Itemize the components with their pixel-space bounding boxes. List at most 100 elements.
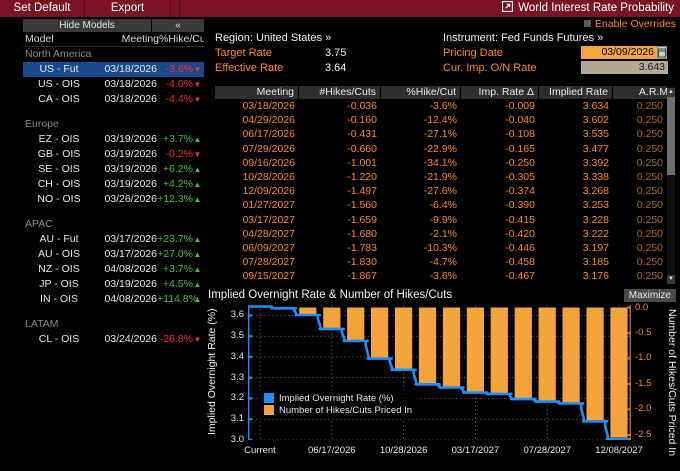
cell-arm: 0.250 — [636, 256, 663, 269]
instrument-selector[interactable]: Instrument: Fed Funds Futures » — [443, 32, 604, 44]
sidebar-item-gb-ois[interactable]: GB - OIS 03/19/2026 -0.2% ▼ — [23, 147, 204, 162]
sidebar-group-apac: APAC — [25, 218, 53, 230]
collapse-sidebar-button[interactable]: « — [152, 19, 204, 32]
col-header-pct[interactable]: %Hike/Cut — [159, 33, 209, 45]
cell-pct: -21.9% — [423, 170, 457, 183]
table-row[interactable]: 03/17/2027 -1.659 -9.9% -0.415 3.228 0.250 — [215, 213, 667, 227]
sidebar-item-se-ois[interactable]: SE - OIS 03/19/2026 +6.2% ▲ — [23, 162, 204, 177]
cell-arm: 0.250 — [636, 185, 663, 198]
cell-hikes-cuts: -1.867 — [347, 270, 377, 283]
sidebar-item-au-fut[interactable]: AU - Fut 03/17/2026 +23.7% ▲ — [23, 232, 204, 247]
th-pct-hike-cut[interactable]: %Hike/Cut — [381, 86, 461, 99]
th-arm[interactable]: A.R.M. — [638, 86, 671, 98]
chart-bar — [347, 307, 365, 342]
hide-models-button[interactable]: Hide Models — [23, 19, 152, 32]
target-rate-label: Target Rate — [215, 47, 272, 59]
export-button[interactable]: Export — [85, 0, 171, 17]
sidebar-item-jp-ois[interactable]: JP - OIS 03/19/2026 +4.5% ▲ — [23, 277, 204, 292]
sidebar-item-au-ois[interactable]: AU - OIS 03/17/2026 +27.0% ▲ — [23, 247, 204, 262]
cell-rate-delta: -0.108 — [505, 128, 535, 141]
table-row[interactable]: 12/09/2026 -1.497 -27.6% -0.374 3.268 0.250 — [215, 184, 667, 198]
table-row[interactable]: 06/17/2026 -0.431 -27.1% -0.108 3.535 0.250 — [215, 127, 667, 141]
sidebar-item-no-ois[interactable]: NO - OIS 03/26/2026 +12.3% ▲ — [23, 192, 204, 207]
cur-imp-on-rate-input[interactable]: 3.643 — [581, 61, 668, 74]
chart-bar — [610, 307, 628, 438]
sidebar-model-name: IN - OIS — [40, 293, 78, 305]
chart-bar — [466, 307, 484, 392]
sidebar-item-ez-ois[interactable]: EZ - OIS 03/19/2026 +3.7% ▲ — [23, 132, 204, 147]
cell-arm: 0.250 — [636, 241, 663, 254]
set-default-button[interactable]: Set Default — [0, 0, 85, 17]
sidebar-item-nz-ois[interactable]: NZ - OIS 04/08/2026 +3.7% ▲ — [23, 262, 204, 277]
col-header-model[interactable]: Model — [25, 33, 54, 45]
models-sidebar: Hide Models « Model Meeting %Hike/Cut No… — [0, 17, 209, 454]
scroll-up-arrow-icon[interactable]: ▲ — [667, 88, 675, 97]
cell-implied-rate: 3.634 — [582, 100, 609, 112]
table-row[interactable]: 06/09/2027 -1.783 -10.3% -0.446 3.197 0.250 — [215, 241, 667, 255]
sidebar-group-europe: Europe — [25, 118, 59, 130]
table-scrollbar[interactable]: ▲ ▼ — [667, 86, 675, 284]
th-implied-rate[interactable]: Implied Rate — [539, 86, 613, 99]
th-imp-rate-delta[interactable]: Imp. Rate Δ — [461, 86, 539, 99]
th-meeting[interactable]: Meeting — [215, 86, 299, 99]
sidebar-model-name: CA - OIS — [38, 93, 80, 105]
arrow-up-icon: ▲ — [193, 235, 202, 244]
calendar-icon[interactable] — [657, 46, 667, 59]
chart-bar — [371, 307, 389, 359]
chart-bar — [323, 307, 341, 330]
cell-rate-delta: -0.458 — [505, 256, 535, 269]
sidebar-item-in-ois[interactable]: IN - OIS 04/08/2026 +114.8% ▲ — [23, 292, 204, 307]
chart-plot-area[interactable] — [247, 302, 632, 443]
table-row[interactable]: 10/28/2026 -1.220 -21.9% -0.305 3.338 0.250 — [215, 170, 667, 184]
sidebar-item-us-fut[interactable]: US - Fut 03/18/2026 -3.6% ▼ — [23, 62, 204, 77]
arrow-up-icon: ▲ — [193, 295, 202, 304]
cell-implied-rate: 3.338 — [582, 170, 609, 183]
arrow-up-icon: ▲ — [193, 280, 202, 289]
sidebar-item-ca-ois[interactable]: CA - OIS 03/18/2026 -4.4% ▼ — [23, 92, 204, 107]
cell-pct: -27.6% — [423, 185, 457, 198]
sidebar-pct-value: +3.7% — [162, 263, 193, 275]
arrow-up-icon: ▲ — [193, 250, 202, 259]
table-row[interactable]: 07/28/2027 -1.830 -4.7% -0.458 3.185 0.250 — [215, 255, 667, 269]
th-hikes-cuts[interactable]: #Hikes/Cuts — [299, 86, 381, 99]
cell-meeting: 07/29/2026 — [242, 142, 295, 155]
table-row[interactable]: 04/29/2026 -0.160 -12.4% -0.040 3.602 0.250 — [215, 113, 667, 127]
sidebar-item-us-ois[interactable]: US - OIS 03/18/2026 -4.0% ▼ — [23, 77, 204, 92]
cell-implied-rate: 3.392 — [582, 156, 609, 169]
sidebar-group-north-america: North America — [25, 48, 92, 60]
table-row[interactable]: 01/27/2027 -1.560 -6.4% -0.390 3.253 0.250 — [215, 198, 667, 212]
sidebar-header-buttons: Hide Models « — [23, 19, 204, 32]
table-row[interactable]: 07/29/2026 -0.660 -22.9% -0.165 3.477 0.250 — [215, 142, 667, 156]
cell-meeting: 07/28/2027 — [242, 256, 295, 269]
scrollbar-thumb[interactable] — [667, 97, 675, 175]
effective-rate-label: Effective Rate — [215, 62, 284, 74]
cell-arm: 0.250 — [636, 270, 663, 283]
cell-hikes-cuts: -1.830 — [347, 256, 377, 269]
cell-hikes-cuts: -0.431 — [347, 128, 377, 141]
models-sidebar-inner: Hide Models « Model Meeting %Hike/Cut No… — [23, 19, 209, 347]
target-rate-value: 3.75 — [325, 47, 347, 59]
table-row[interactable]: 04/28/2027 -1.680 -2.1% -0.420 3.222 0.250 — [215, 227, 667, 241]
sidebar-item-ch-ois[interactable]: CH - OIS 03/19/2026 +4.2% ▲ — [23, 177, 204, 192]
enable-overrides-checkbox[interactable]: Enable Overrides — [583, 18, 676, 30]
maximize-button[interactable]: Maximize — [623, 289, 676, 302]
legend-label-rate: Implied Overnight Rate (%) — [279, 392, 394, 404]
table-row[interactable]: 09/15/2027 -1.867 -3.6% -0.467 3.176 0.250 — [215, 269, 667, 283]
cell-pct: -3.6% — [429, 100, 457, 112]
sidebar-item-cl-ois[interactable]: CL - OIS 03/24/2026 -26.8% ▼ — [23, 332, 204, 347]
chart-bar — [442, 307, 461, 387]
cell-arm: 0.250 — [636, 199, 663, 212]
region-selector[interactable]: Region: United States » — [215, 32, 332, 44]
table-row[interactable]: 03/18/2026 -0.036 -3.6% -0.009 3.634 0.250 — [215, 99, 667, 113]
arrow-up-icon: ▲ — [193, 265, 202, 274]
col-header-meeting[interactable]: Meeting — [121, 33, 159, 45]
table-row[interactable]: 09/16/2026 -1.001 -34.1% -0.250 3.392 0.250 — [215, 156, 667, 170]
sidebar-group-gap — [23, 307, 204, 317]
external-link-icon[interactable] — [502, 0, 514, 18]
cell-implied-rate: 3.602 — [582, 114, 609, 127]
sidebar-meeting-date: 03/19/2026 — [104, 148, 157, 160]
cell-implied-rate: 3.253 — [582, 199, 609, 212]
scroll-down-arrow-icon[interactable]: ▼ — [667, 275, 675, 284]
pricing-date-input[interactable]: 03/09/2026 — [581, 46, 657, 59]
cell-meeting: 10/28/2026 — [242, 170, 295, 183]
